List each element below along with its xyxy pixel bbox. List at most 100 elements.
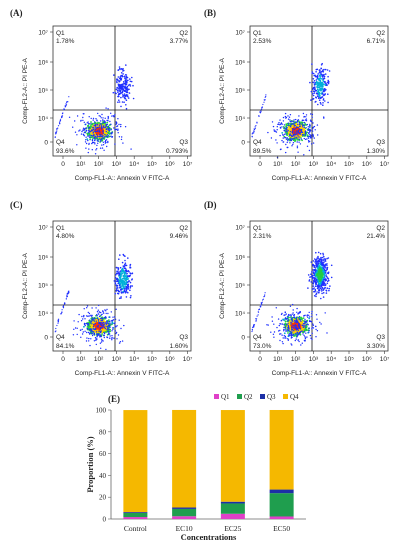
event-dot [117, 69, 120, 71]
event-dot [61, 115, 64, 117]
event-dot [99, 329, 102, 331]
event-dot [129, 285, 132, 288]
event-dot [109, 328, 111, 331]
event-dot [286, 132, 289, 135]
event-dot [292, 120, 294, 122]
event-dot [87, 121, 89, 123]
event-dot [315, 75, 317, 78]
event-dot [110, 311, 113, 313]
event-dot [308, 135, 311, 138]
event-dot [117, 91, 119, 93]
event-dot [97, 138, 99, 140]
event-dot [296, 141, 298, 143]
event-dot [114, 322, 116, 324]
event-dot [323, 75, 326, 78]
event-dot [320, 64, 323, 66]
event-dot [113, 337, 115, 339]
event-dot [312, 98, 314, 100]
event-dot [96, 319, 98, 321]
event-dot [122, 280, 125, 283]
plot-frame [249, 220, 389, 352]
x-tick-label: 10⁴ [326, 161, 336, 168]
event-dot [96, 314, 98, 316]
event-dot [89, 125, 92, 128]
event-dot [106, 329, 108, 331]
event-dot [113, 74, 115, 76]
event-dot [92, 331, 95, 333]
event-dot [114, 292, 116, 295]
event-dot [317, 255, 319, 258]
event-dot [118, 79, 120, 82]
event-dot [296, 133, 298, 135]
event-dot [277, 123, 280, 126]
event-dot [287, 322, 289, 325]
event-dot [120, 289, 122, 291]
event-dot [88, 337, 90, 340]
event-dot [62, 112, 64, 114]
event-dot [280, 313, 283, 316]
event-dot [290, 333, 292, 335]
event-dot [288, 334, 290, 336]
event-dot [131, 279, 133, 281]
event-dot [94, 123, 97, 125]
event-dot [126, 272, 128, 275]
event-dot [310, 134, 312, 136]
event-dot [98, 330, 100, 333]
event-dot [87, 315, 89, 317]
event-dot [283, 127, 285, 129]
event-dot [120, 91, 122, 93]
event-dot [86, 122, 88, 124]
event-dot [310, 337, 312, 339]
event-dot [262, 103, 264, 106]
event-dot [124, 263, 126, 266]
event-dot [127, 97, 130, 99]
quadrant-q4-name: Q4 [56, 334, 65, 341]
event-dot [322, 79, 324, 82]
event-dot [96, 325, 98, 328]
event-dot [311, 315, 313, 318]
event-dot [116, 284, 119, 287]
event-cloud [54, 64, 135, 155]
event-dot [96, 311, 99, 313]
event-dot [91, 316, 93, 318]
event-dot [88, 116, 90, 118]
event-dot [120, 287, 123, 289]
event-dot [117, 83, 120, 86]
event-dot [107, 129, 110, 131]
event-dot [117, 267, 120, 269]
event-dot [63, 108, 65, 110]
event-dot [117, 334, 120, 336]
panel-label: (C) [10, 200, 23, 210]
event-dot [81, 130, 83, 133]
event-dot [100, 124, 103, 126]
event-dot [326, 264, 328, 267]
event-dot [329, 285, 331, 287]
event-dot [107, 125, 110, 128]
event-dot [296, 336, 298, 338]
event-dot [94, 153, 97, 155]
event-dot [298, 115, 300, 117]
event-dot [103, 326, 106, 329]
event-dot [120, 105, 122, 108]
event-dot [301, 139, 303, 142]
event-dot [93, 135, 95, 137]
x-axis-label: Comp-FL1-A:: Annexin V FITC-A [75, 175, 170, 182]
quadrant-q3-percent: 1.30% [367, 148, 386, 155]
event-dot [92, 119, 94, 121]
event-dot [125, 104, 127, 106]
plot-frame [52, 220, 192, 352]
event-dot [109, 330, 111, 333]
event-dot [318, 99, 321, 101]
event-dot [124, 259, 126, 262]
event-dot [303, 126, 305, 129]
event-dot [101, 317, 103, 320]
event-dot [295, 127, 297, 130]
event-dot [298, 340, 300, 343]
event-dot [101, 127, 103, 129]
event-dot [283, 124, 286, 126]
event-dot [299, 125, 301, 127]
event-dot [305, 332, 307, 334]
event-dot [93, 317, 95, 319]
event-dot [87, 323, 89, 325]
event-dot [310, 136, 312, 138]
